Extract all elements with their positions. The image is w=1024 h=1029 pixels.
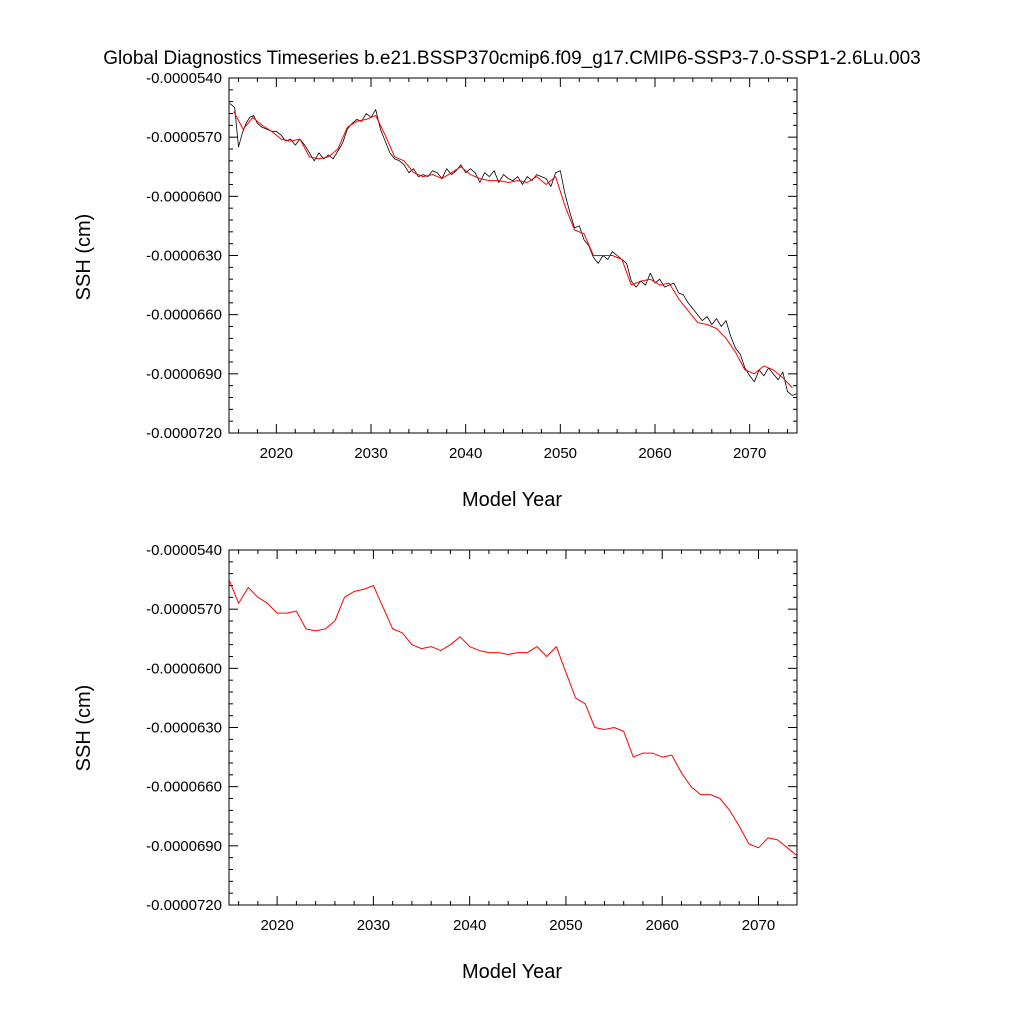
bottom-y-tick-label: -0.0000540 bbox=[146, 542, 222, 559]
top-y-tick-label: -0.0000540 bbox=[146, 70, 222, 87]
top-x-tick-label: 2050 bbox=[544, 445, 577, 462]
bottom-x-tick-label: 2050 bbox=[549, 917, 582, 934]
bottom-x-tick-label: 2060 bbox=[646, 917, 679, 934]
top-x-tick-label: 2060 bbox=[638, 445, 671, 462]
top-y-tick-label: -0.0000630 bbox=[146, 248, 222, 265]
top-y-tick-label: -0.0000690 bbox=[146, 366, 222, 383]
bottom-y-tick-label: -0.0000600 bbox=[146, 660, 222, 677]
top-x-tick-label: 2070 bbox=[733, 445, 766, 462]
top-plot-frame bbox=[228, 77, 798, 434]
bottom-x-tick-label: 2070 bbox=[742, 917, 775, 934]
top-series-annual-mean-line bbox=[233, 111, 793, 388]
bottom-y-axis-title: SSH (cm) bbox=[73, 685, 95, 772]
bottom-plot-frame bbox=[228, 549, 798, 906]
bottom-y-tick-label: -0.0000630 bbox=[146, 720, 222, 737]
top-x-tick-label: 2040 bbox=[449, 445, 482, 462]
bottom-y-tick-label: -0.0000660 bbox=[146, 779, 222, 796]
bottom-series-annual-mean-line bbox=[229, 579, 797, 857]
top-panel: Model Year SSH (cm) 2020 2030 2040 2050 2060… bbox=[73, 70, 798, 511]
top-x-tick-label: 2020 bbox=[260, 445, 293, 462]
bottom-x-tick-label: 2020 bbox=[260, 917, 293, 934]
bottom-panel: Model Year SSH (cm) 2020 2030 2040 2050 2060… bbox=[73, 542, 798, 983]
top-y-axis-title: SSH (cm) bbox=[73, 214, 95, 301]
top-y-tick-label: -0.0000660 bbox=[146, 307, 222, 324]
bottom-x-tick-label: 2040 bbox=[453, 917, 486, 934]
bottom-x-axis-title: Model Year bbox=[462, 961, 562, 983]
bottom-y-tick-label: -0.0000690 bbox=[146, 838, 222, 855]
bottom-y-tick-label: -0.0000570 bbox=[146, 601, 222, 618]
top-y-tick-label: -0.0000570 bbox=[146, 129, 222, 146]
top-x-tick-label: 2030 bbox=[354, 445, 387, 462]
top-y-tick-label: -0.0000600 bbox=[146, 188, 222, 205]
bottom-x-tick-label: 2030 bbox=[357, 917, 390, 934]
top-y-tick-label: -0.0000720 bbox=[146, 425, 222, 442]
top-x-axis-title: Model Year bbox=[462, 489, 562, 511]
bottom-y-tick-label: -0.0000720 bbox=[146, 897, 222, 914]
chart-title: Global Diagnostics Timeseries b.e21.BSSP… bbox=[103, 48, 920, 69]
top-series-monthly-line bbox=[229, 103, 797, 396]
